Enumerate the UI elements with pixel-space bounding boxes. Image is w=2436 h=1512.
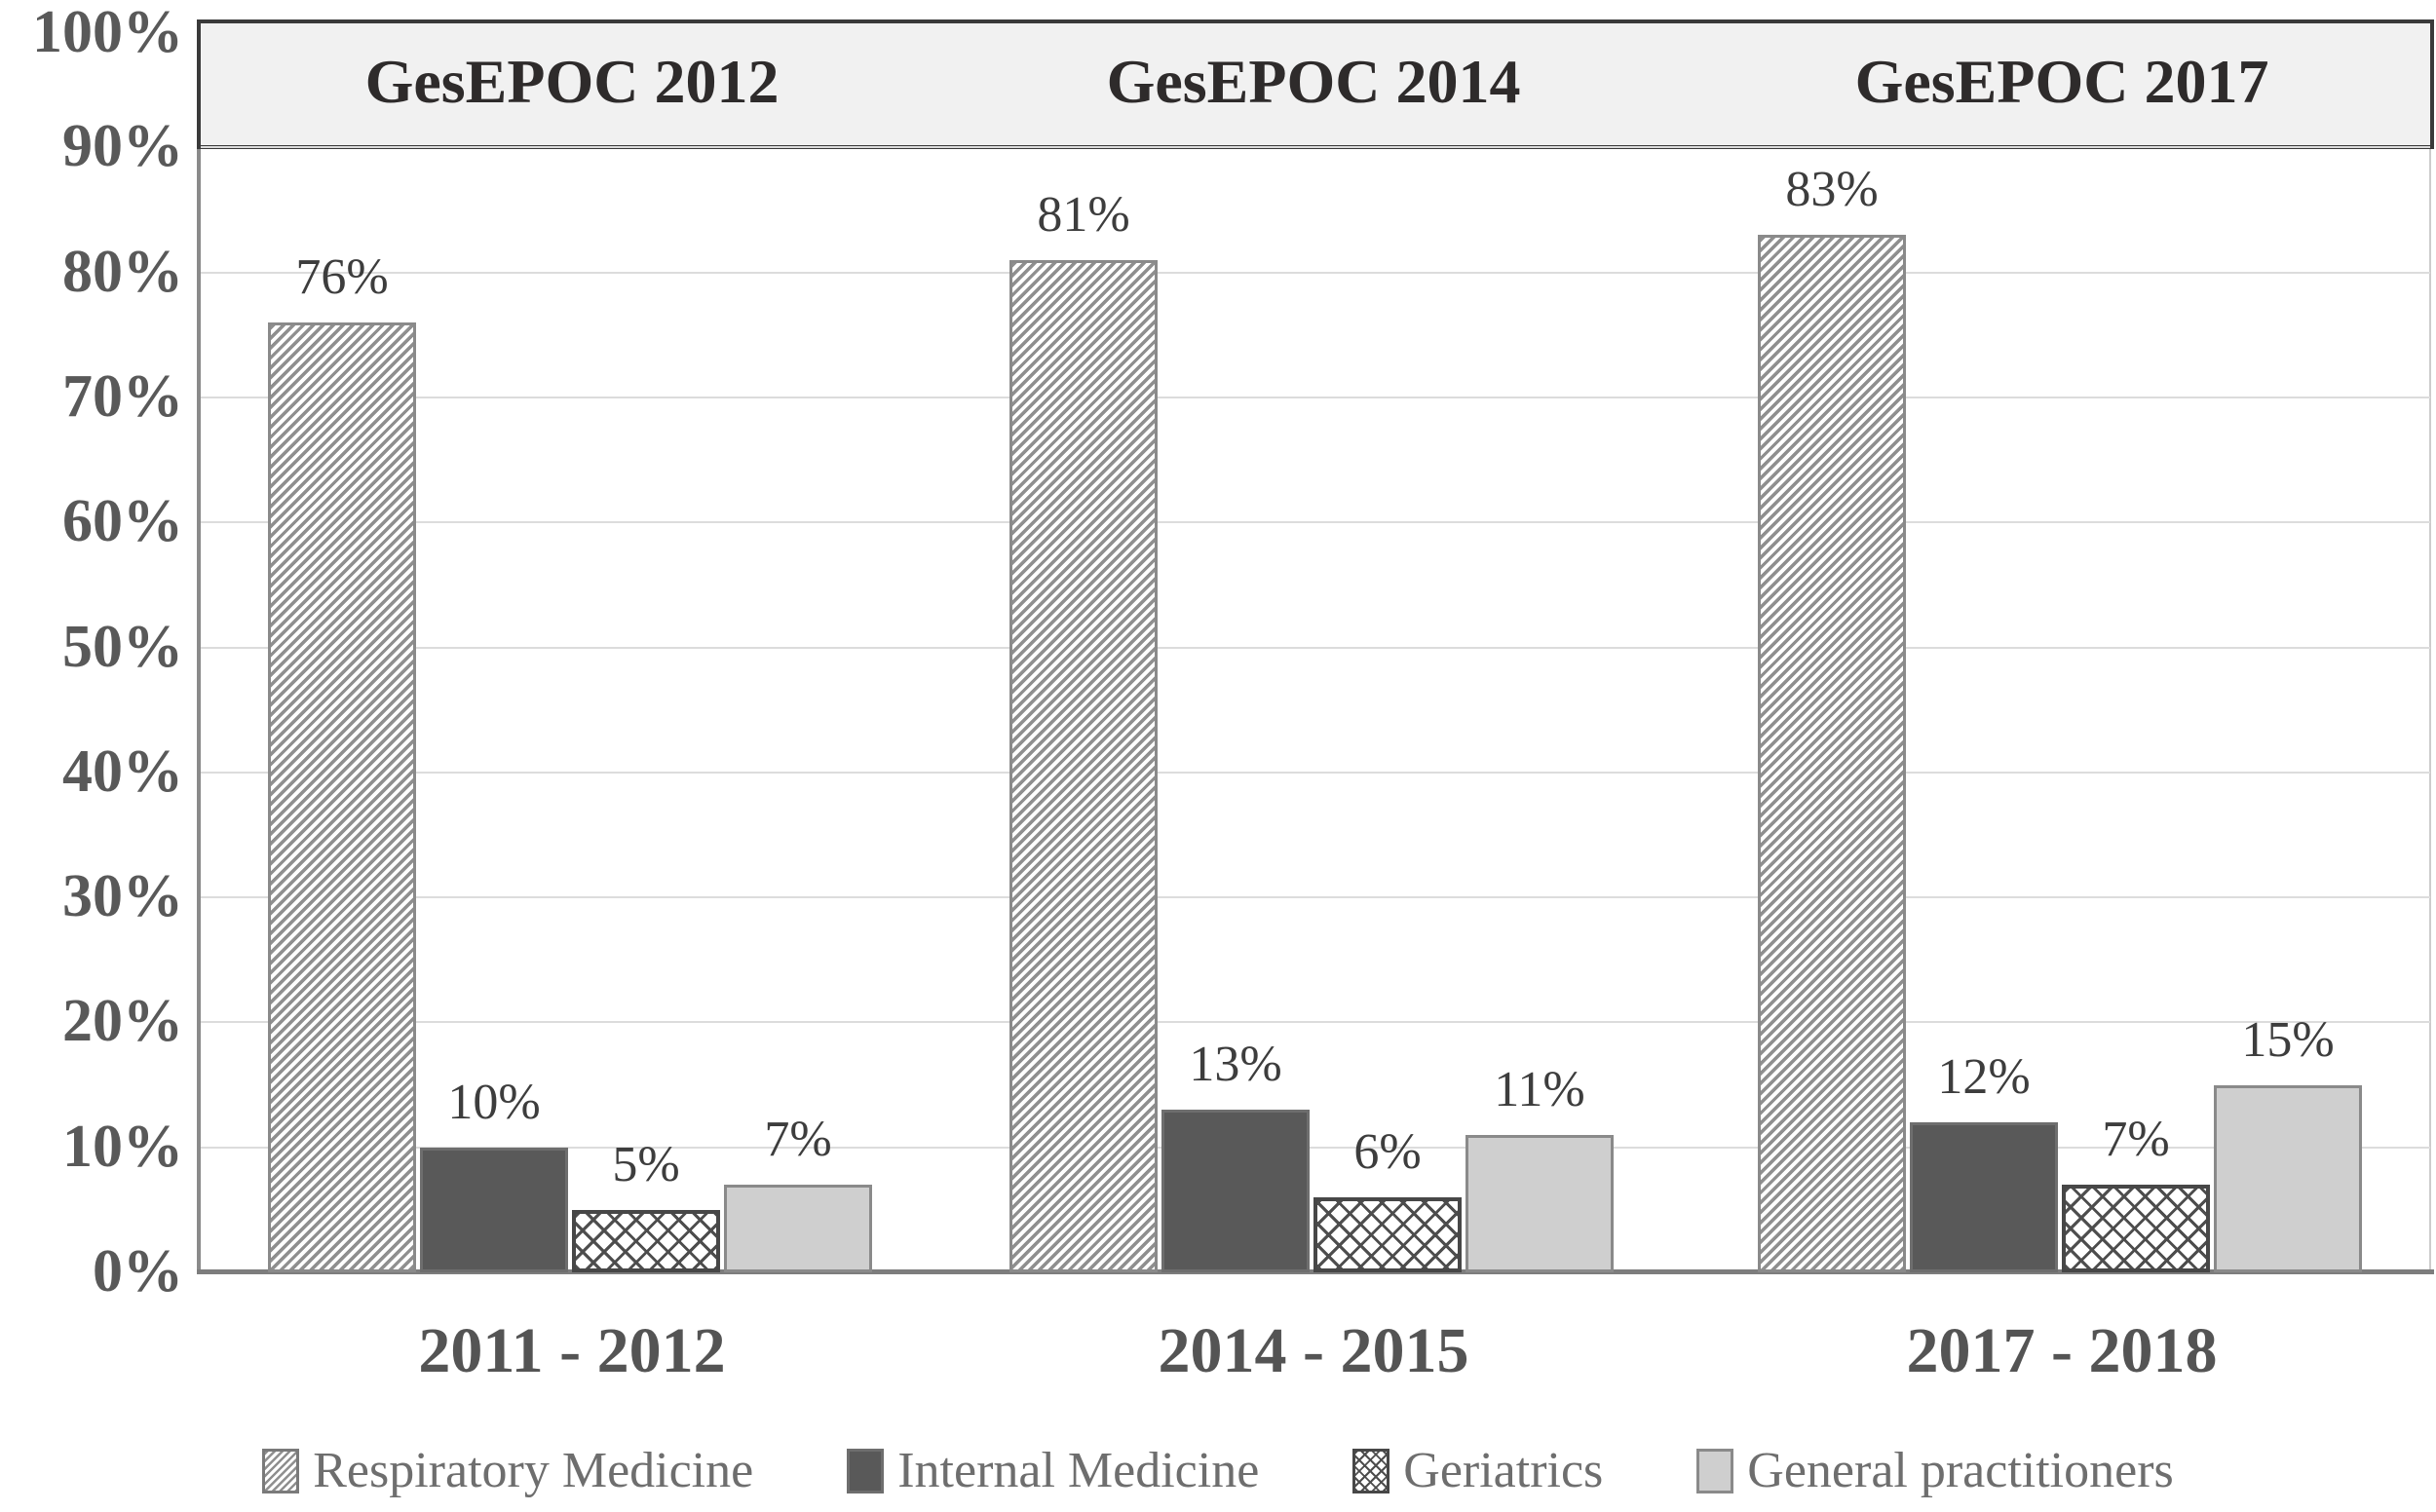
y-axis-tick-label: 40% <box>62 738 183 805</box>
bar-value-label: 5% <box>612 1137 680 1192</box>
bar-hatch-2014-2015 <box>1009 260 1158 1272</box>
y-axis-line <box>197 146 201 1274</box>
y-axis-tick-label: 80% <box>62 239 183 305</box>
bar-solid-dark-2014-2015 <box>1161 1110 1310 1272</box>
gridline <box>201 772 2430 774</box>
light-swatch-icon <box>1696 1449 1734 1493</box>
header-gesepoc-2017: GesEPOC 2017 <box>1854 47 2269 116</box>
bar-value-label: 81% <box>1037 187 1130 243</box>
gridline <box>201 146 2430 148</box>
header-gesepoc-2012: GesEPOC 2012 <box>364 47 780 116</box>
legend-item-respiratory-medicine: Respiratory Medicine <box>262 1442 753 1500</box>
y-axis-tick-label: 60% <box>62 488 183 554</box>
hatch-swatch-icon <box>262 1449 300 1493</box>
bar-value-label: 7% <box>2102 1112 2170 1167</box>
y-axis-tick-label: 90% <box>62 113 183 179</box>
gridline <box>201 1021 2430 1023</box>
y-axis-tick-label: 20% <box>62 988 183 1054</box>
x-axis-category-label: 2011 - 2012 <box>418 1315 726 1386</box>
plot-right-border <box>2429 146 2431 1272</box>
gridline <box>201 647 2430 649</box>
header-gesepoc-2014: GesEPOC 2014 <box>1106 47 1521 116</box>
legend-label: General practitioners <box>1747 1443 2174 1498</box>
gridline <box>201 272 2430 274</box>
bar-value-label: 13% <box>1189 1037 1282 1092</box>
gridline <box>201 521 2430 523</box>
bar-cross-2011-2012 <box>572 1210 720 1272</box>
x-axis-category-label: 2014 - 2015 <box>1158 1315 1469 1386</box>
bar-solid-light-2017-2018 <box>2214 1085 2362 1272</box>
y-axis-tick-label: 10% <box>62 1114 183 1180</box>
gridline <box>201 896 2430 898</box>
bar-value-label: 7% <box>764 1112 832 1167</box>
y-axis-tick-label: 30% <box>62 863 183 929</box>
bar-hatch-2017-2018 <box>1758 235 1906 1272</box>
legend-label: Internal Medicine <box>897 1443 1260 1498</box>
legend-item-general-practitioners: General practitioners <box>1696 1442 2174 1500</box>
y-axis-tick-label: 100% <box>32 0 183 65</box>
y-axis-tick-label: 50% <box>62 614 183 680</box>
crosshatch-swatch-icon <box>1352 1449 1390 1493</box>
legend-label: Respiratory Medicine <box>313 1443 754 1498</box>
y-axis-tick-label: 70% <box>62 363 183 430</box>
legend-item-internal-medicine: Internal Medicine <box>847 1442 1259 1500</box>
bar-value-label: 15% <box>2241 1012 2335 1068</box>
bar-solid-dark-2017-2018 <box>1910 1122 2058 1272</box>
legend-label: Geriatrics <box>1403 1443 1604 1498</box>
chart-legend: Respiratory Medicine Internal Medicine G… <box>0 1430 2436 1512</box>
gridline <box>201 1147 2430 1149</box>
bar-value-label: 12% <box>1937 1049 2031 1105</box>
bar-solid-dark-2011-2012 <box>420 1148 568 1272</box>
bar-cross-2017-2018 <box>2062 1185 2210 1272</box>
bar-value-label: 11% <box>1494 1062 1585 1117</box>
bar-value-label: 83% <box>1785 162 1879 217</box>
legend-item-geriatrics: Geriatrics <box>1352 1442 1603 1500</box>
bar-value-label: 76% <box>295 249 389 305</box>
bar-cross-2014-2015 <box>1313 1197 1462 1272</box>
bar-hatch-2011-2012 <box>268 322 416 1272</box>
bar-solid-light-2011-2012 <box>724 1185 872 1272</box>
bar-value-label: 10% <box>447 1075 541 1130</box>
bar-value-label: 6% <box>1353 1124 1422 1180</box>
y-axis-tick-label: 0% <box>93 1238 183 1304</box>
dark-swatch-icon <box>847 1449 885 1493</box>
x-axis-category-label: 2017 - 2018 <box>1906 1315 2218 1386</box>
bar-solid-light-2014-2015 <box>1465 1135 1614 1272</box>
gridline <box>201 397 2430 398</box>
